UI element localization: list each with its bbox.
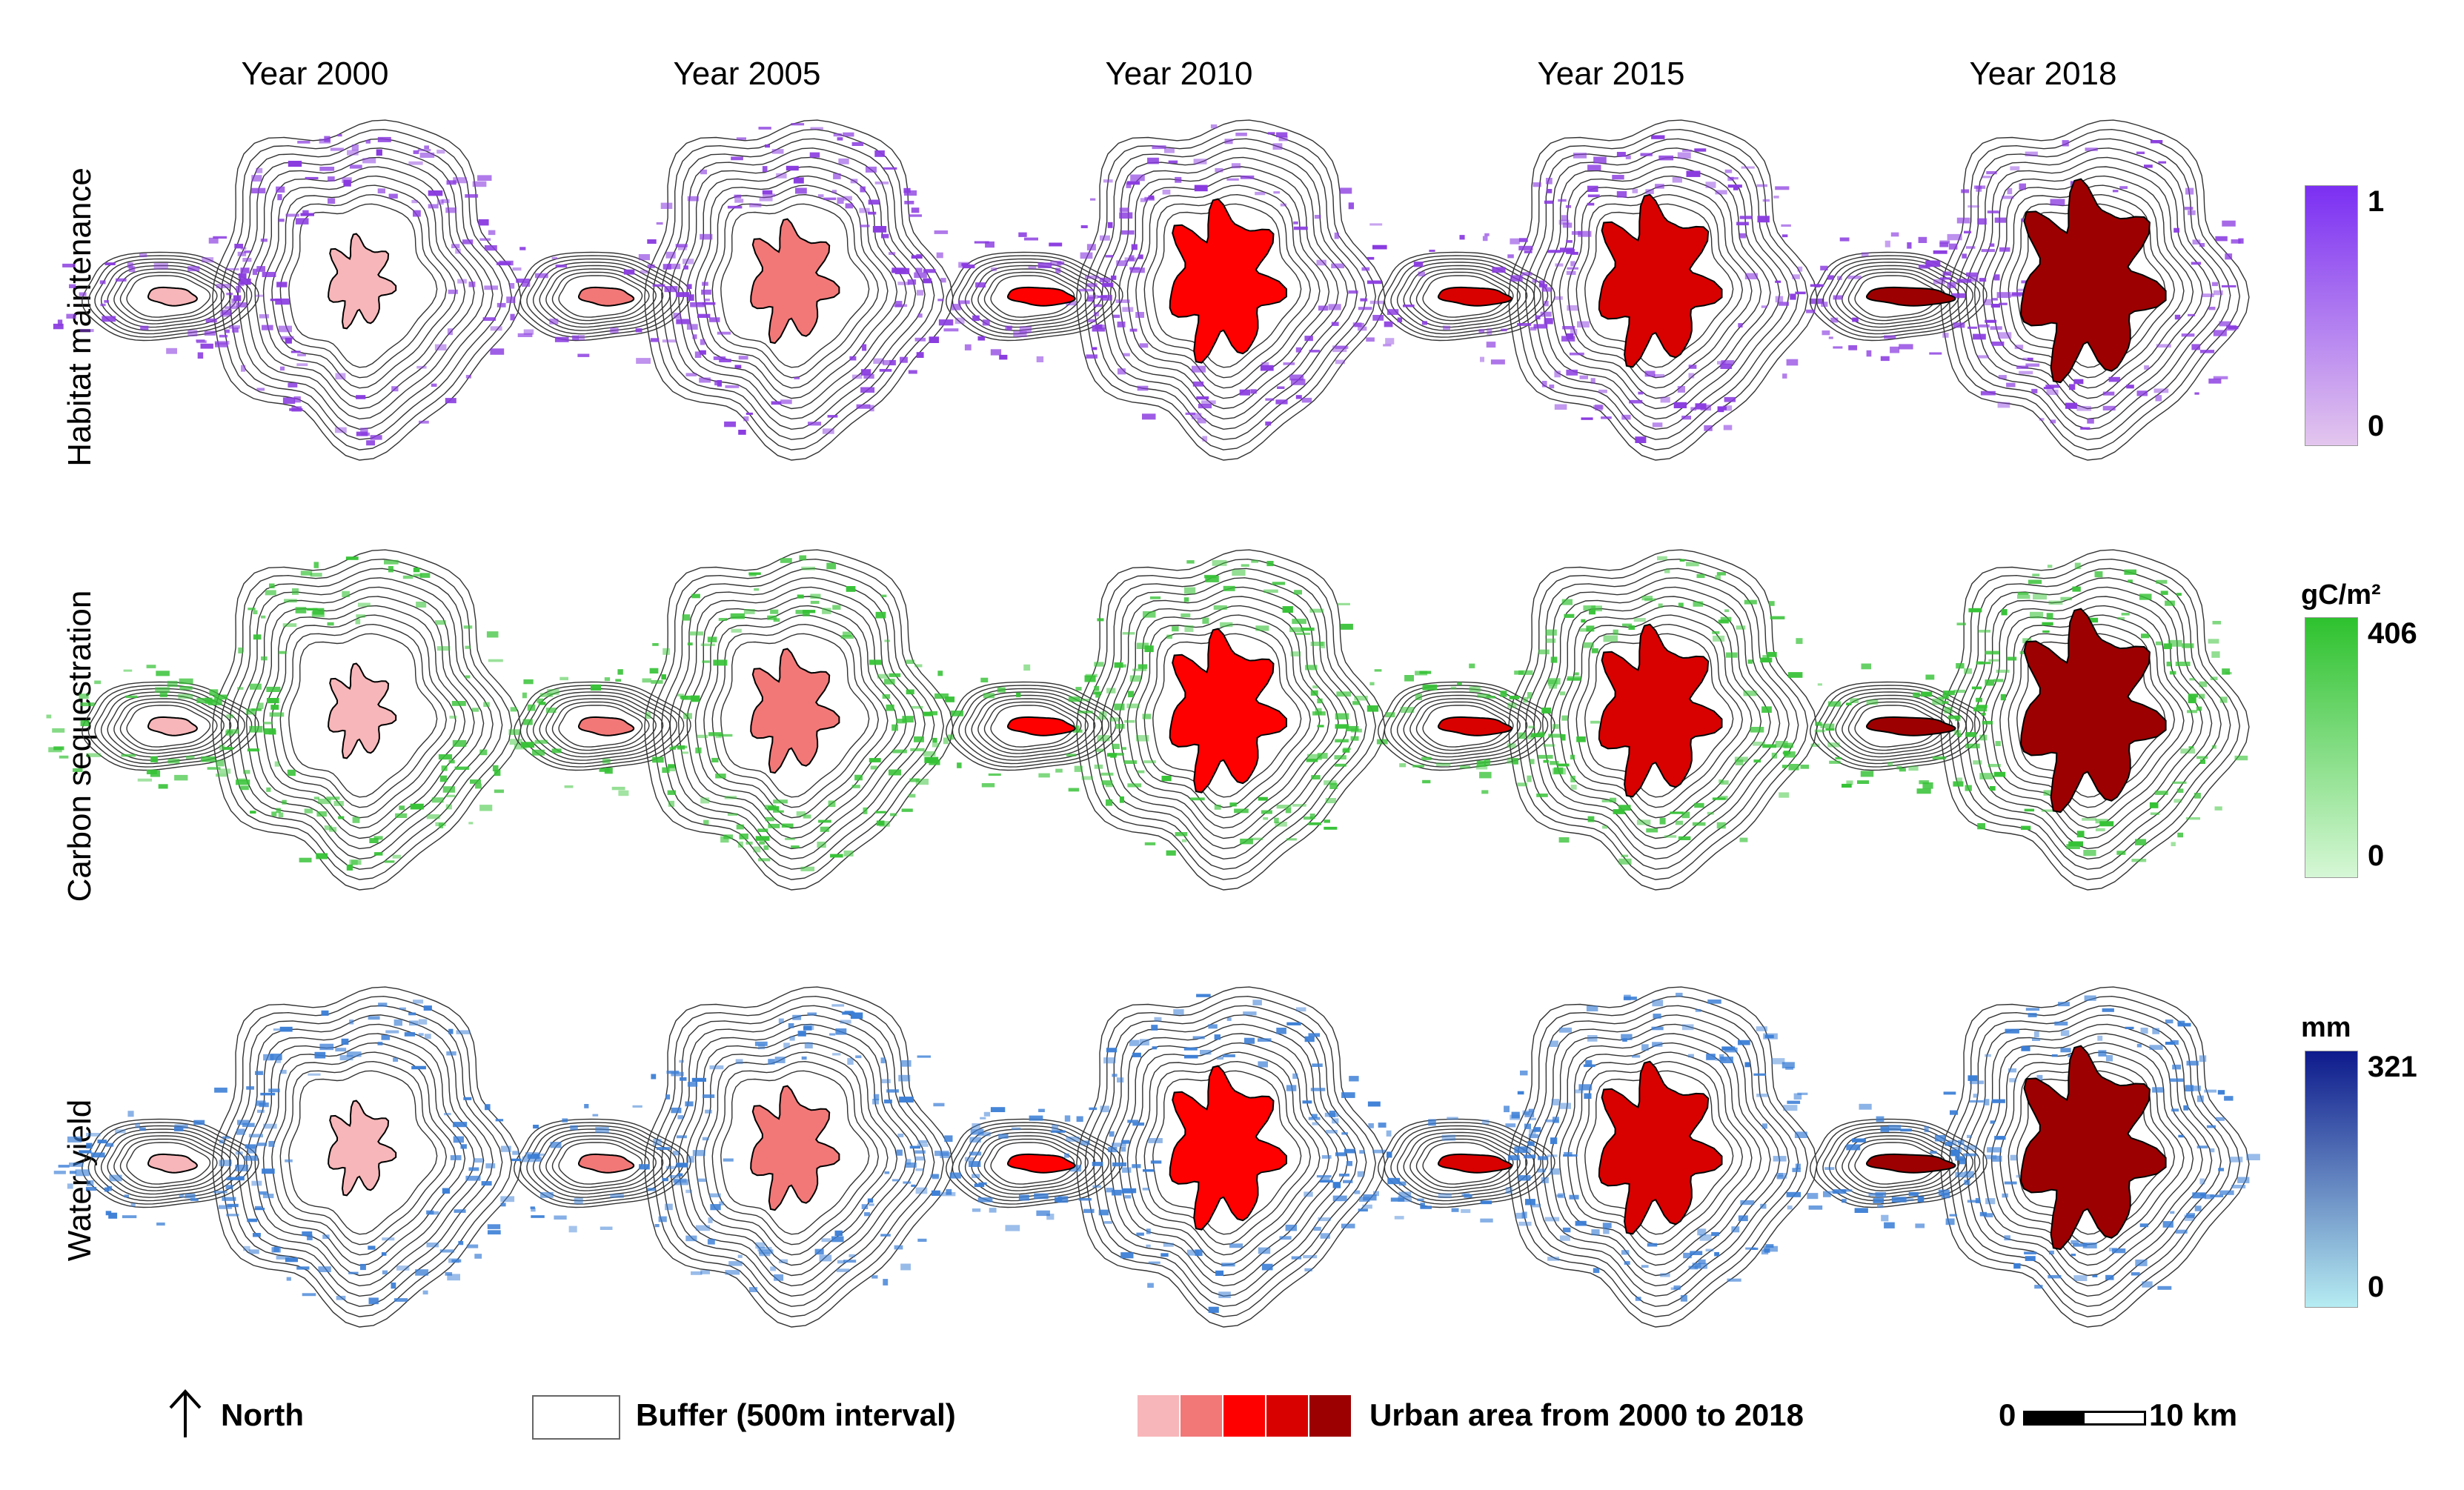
- map-panel-2-1: [468, 986, 954, 1328]
- map-panel-1-0: [46, 549, 522, 891]
- colorbar-habitat-max: 1: [2368, 185, 2385, 218]
- colorbar-carbon-min: 0: [2368, 839, 2385, 872]
- year-label-2018: Year 2018: [1969, 56, 2117, 92]
- map-panel-2-0: [53, 986, 522, 1328]
- colorbar-water-min: 0: [2368, 1271, 2385, 1303]
- colorbar-water-unit: mm: [2301, 1012, 2351, 1043]
- legend-urban-label: Urban area from 2000 to 2018: [1369, 1397, 1804, 1432]
- year-label-2010: Year 2010: [1105, 56, 1253, 92]
- colorbar-carbon: [2305, 617, 2358, 878]
- legend-buffer-label: Buffer (500m interval): [636, 1397, 956, 1432]
- legend-urban-swatch-4: [1266, 1395, 1308, 1437]
- north-arrow-icon: [169, 1389, 202, 1437]
- map-panel-0-0: [53, 119, 522, 461]
- map-panel-1-1: [479, 549, 954, 891]
- map-panel-0-1: [482, 119, 959, 461]
- colorbar-carbon-max: 406: [2368, 617, 2417, 650]
- map-panel-1-3: [1335, 549, 1820, 891]
- colorbar-water-max: 321: [2368, 1051, 2417, 1083]
- map-panel-2-3: [1335, 986, 1819, 1328]
- scale-bar-start: 0: [1999, 1397, 2016, 1432]
- map-panel-2-4: [1773, 986, 2260, 1328]
- map-panel-0-4: [1790, 119, 2250, 461]
- year-label-2015: Year 2015: [1537, 56, 1685, 92]
- map-panel-1-2: [910, 549, 1388, 891]
- map-panel-0-2: [907, 119, 1387, 461]
- map-panel-2-2: [914, 986, 1387, 1328]
- legend-urban-swatch-5: [1309, 1395, 1351, 1437]
- scale-bar: [2023, 1411, 2146, 1426]
- legend-buffer-swatch: [532, 1395, 620, 1440]
- scale-bar-end: 10 km: [2149, 1397, 2238, 1432]
- colorbar-carbon-unit: gC/m²: [2301, 579, 2381, 611]
- legend-north-label: North: [221, 1397, 304, 1432]
- map-panel-0-3: [1348, 119, 1824, 461]
- year-label-2005: Year 2005: [673, 56, 821, 92]
- legend-urban-swatch-3: [1223, 1395, 1265, 1437]
- year-label-2000: Year 2000: [241, 56, 389, 92]
- legend-urban-swatch-2: [1180, 1395, 1222, 1437]
- legend-urban-swatch-1: [1138, 1395, 1179, 1437]
- map-panel-1-4: [1782, 549, 2250, 891]
- colorbar-habitat-min: 0: [2368, 410, 2385, 442]
- colorbar-water: [2305, 1051, 2358, 1308]
- colorbar-habitat: [2305, 185, 2358, 446]
